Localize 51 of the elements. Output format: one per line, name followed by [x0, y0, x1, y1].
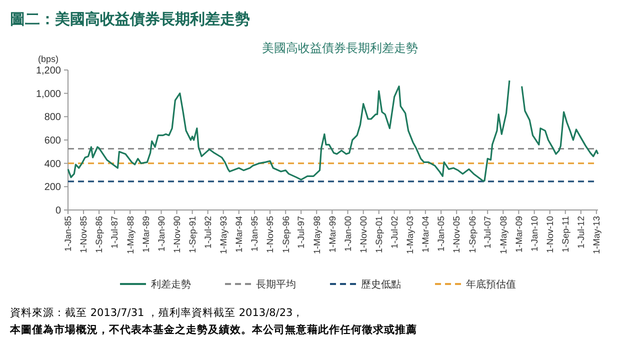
- legend-label: 歷史低點: [361, 278, 401, 290]
- x-tick-label: 1-May-93: [218, 216, 229, 254]
- x-tick-label: 1-Nov-90: [172, 216, 182, 254]
- x-tick-label: 1-Jan-95: [250, 216, 260, 252]
- x-tick-label: 1-Nov-00: [358, 216, 368, 254]
- legend-label: 長期平均: [256, 278, 296, 290]
- legend-label: 年底預估值: [466, 278, 516, 290]
- x-tick-label: 1-Jan-90: [156, 216, 166, 252]
- y-tick-label: 1,000: [36, 88, 62, 100]
- x-tick-label: 1-Jan-05: [436, 216, 446, 252]
- x-tick-label: 1-Mar-89: [140, 216, 151, 253]
- x-tick-label: 1-Sep-86: [94, 216, 104, 254]
- x-tick-label: 1-Jul-97: [296, 216, 306, 249]
- x-tick-label: 1-Sep-91: [187, 216, 198, 254]
- x-tick-label: 1-Nov-85: [78, 216, 89, 254]
- y-tick-label: 1,200: [36, 66, 62, 76]
- x-tick-label: 1-Jan-10: [529, 216, 540, 252]
- x-tick-label: 1-Mar-04: [420, 216, 431, 253]
- legend-label: 利差走勢: [151, 278, 191, 290]
- x-tick-label: 1-Nov-05: [452, 216, 462, 254]
- y-tick-label: 600: [44, 136, 62, 146]
- y-tick-label: 0: [55, 206, 62, 216]
- x-tick-label: 1-May-08: [498, 216, 508, 254]
- chart-title: 圖二：美國高收益債券長期利差走勢: [10, 10, 250, 28]
- x-tick-label: 1-Jul-87: [110, 216, 120, 249]
- x-tick-label: 1-Jan-00: [342, 216, 353, 252]
- x-tick-label: 1-Sep-06: [467, 216, 478, 254]
- x-tick-label: 1-Mar-99: [327, 216, 338, 253]
- x-tick-label: 1-Jul-02: [389, 216, 400, 249]
- x-tick-label: 1-Mar-09: [514, 216, 524, 253]
- x-tick-label: 1-Mar-94: [234, 216, 244, 253]
- text: 本圖僅為市場概況，不代表本基金之走勢及績效。本公司無意藉此作任何徵求或推薦: [9, 323, 417, 336]
- x-tick-label: 1-Sep-11: [560, 216, 571, 252]
- source-note: 資料來源：截至 2013/7/31 ，殖利率資料截至 2013/8/23，: [10, 306, 304, 319]
- x-tick-label: 1-Nov-95: [265, 216, 276, 254]
- y-tick-label: 200: [44, 182, 62, 194]
- x-tick-label: 1-Jul-12: [576, 216, 586, 249]
- x-tick-label: 1-Jan-85: [63, 216, 74, 252]
- x-tick-label: 1-Sep-96: [280, 216, 291, 254]
- chart-subtitle: 美國高收益債券長期利差走勢: [262, 41, 418, 55]
- x-tick-label: 1-Jul-92: [202, 216, 213, 249]
- y-tick-label: 400: [44, 158, 62, 170]
- y-axis-title: (bps): [38, 54, 59, 64]
- x-tick-label: 1-May-98: [312, 216, 322, 254]
- x-tick-label: 1-Sep-01: [374, 216, 384, 254]
- x-tick-label: 1-May-13: [592, 216, 602, 254]
- x-tick-label: 1-May-88: [125, 216, 136, 254]
- y-tick-label: 800: [44, 112, 62, 124]
- x-tick-label: 1-May-03: [405, 216, 416, 254]
- x-tick-label: 1-Nov-10: [544, 216, 555, 254]
- x-tick-label: 1-Jul-07: [482, 216, 493, 249]
